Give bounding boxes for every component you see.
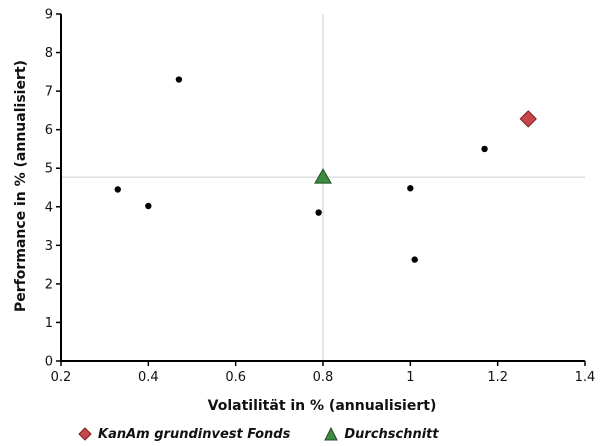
y-tick-label: 9 [45,8,53,23]
x-axis-title: Volatilität in % (annualisiert) [208,398,437,414]
data-points [114,76,537,263]
data-point [145,202,152,210]
y-tick-label: 4 [45,200,53,215]
data-point [175,76,183,83]
x-tick-label: 1.4 [575,370,596,385]
x-tick-label: 0.6 [225,370,246,385]
reference-lines [61,14,585,361]
data-point [315,209,322,216]
legend-label-fund: KanAm grundinvest Fonds [98,426,291,442]
x-tick-label: 0.2 [51,370,72,385]
y-tick-label: 2 [45,277,53,292]
axes [56,13,586,366]
y-tick-label: 8 [45,46,53,61]
diamond-icon [78,427,92,441]
x-tick-label: 0.4 [138,370,159,385]
scatter-chart: 0 1 2 3 4 5 6 7 8 9 0.2 0.4 0.6 0.8 1 1.2 1.4 Volatilitä… [13,8,596,415]
average-point [314,168,332,184]
x-tick-label: 1.2 [487,370,508,385]
legend-label-average: Durchschnitt [344,426,439,442]
fund-point [519,110,537,128]
y-tick-label: 3 [45,239,53,254]
y-tick-label: 1 [45,316,53,331]
y-axis-title: Performance in % (annualisiert) [13,60,29,312]
tick-labels: 0 1 2 3 4 5 6 7 8 9 0.2 0.4 0.6 0.8 1 1.2 1.4 [45,8,596,386]
data-point [407,185,414,192]
legend-item-average: Durchschnitt [324,426,439,442]
data-point [114,186,121,193]
triangle-icon [324,427,339,441]
data-point [411,256,418,263]
x-tick-label: 0.8 [313,370,334,385]
y-tick-label: 6 [45,123,53,138]
x-tick-label: 1 [406,370,414,385]
legend: KanAm grundinvest Fonds Durchschnitt [78,424,473,444]
y-tick-label: 5 [45,162,53,177]
data-point [481,145,488,153]
y-tick-label: 7 [45,85,53,100]
y-tick-label: 0 [45,355,53,370]
legend-item-fund: KanAm grundinvest Fonds [78,427,290,442]
